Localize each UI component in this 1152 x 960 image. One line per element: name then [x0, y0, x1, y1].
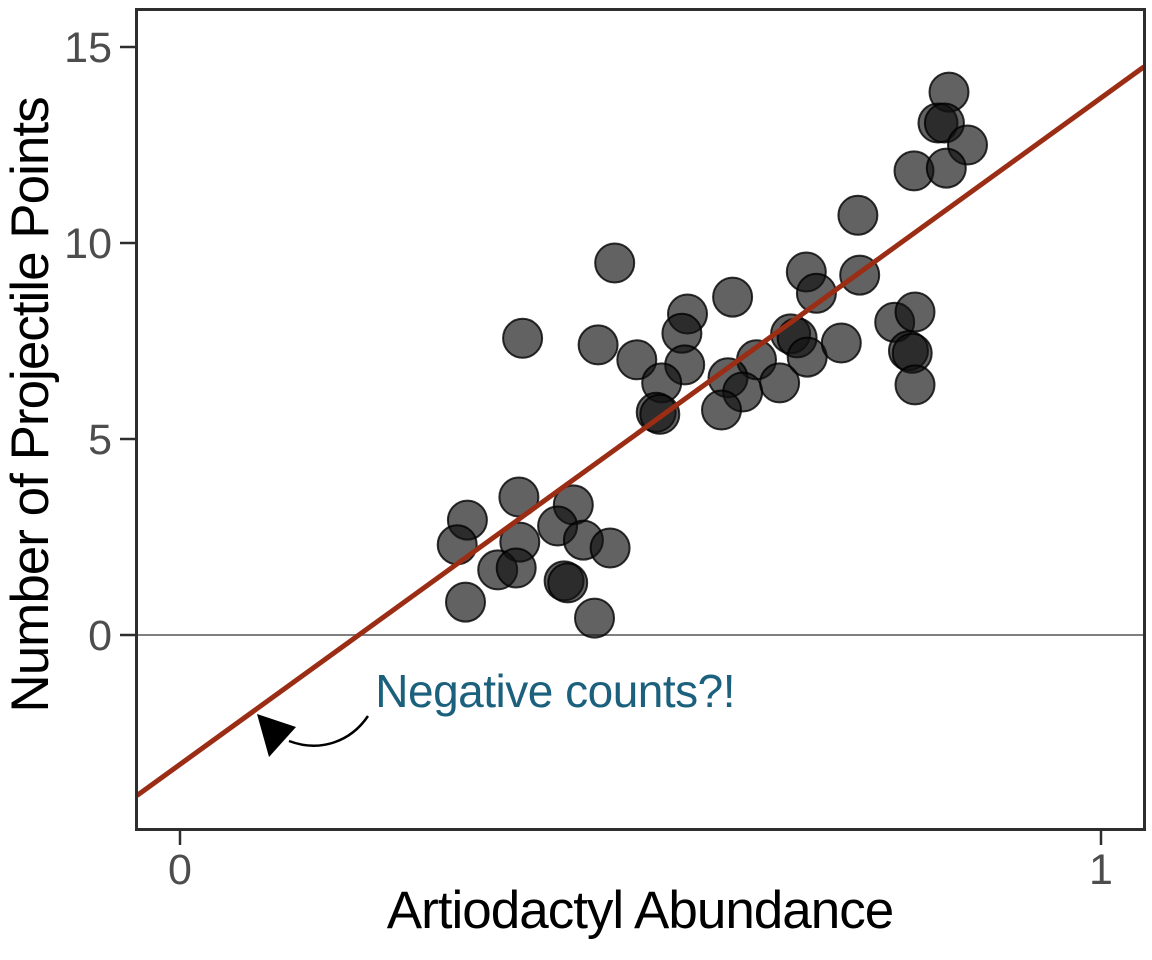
data-point — [436, 524, 478, 566]
data-point — [701, 389, 742, 431]
y-axis-tick-label: 10 — [64, 220, 112, 268]
y-axis-title: Number of Projectile Points — [1, 97, 60, 712]
data-point — [445, 581, 486, 623]
data-point — [577, 324, 619, 366]
data-point — [894, 291, 936, 333]
data-point — [495, 547, 537, 589]
data-point — [589, 527, 631, 569]
panel-border — [135, 8, 1146, 831]
data-point — [594, 242, 636, 284]
annotation-arrowhead-icon — [257, 714, 296, 757]
y-axis-tick-label: 5 — [88, 416, 112, 464]
regression-line — [135, 64, 1146, 798]
x-axis-title: Artiodactyl Abundance — [387, 881, 893, 940]
annotation-text: Negative counts?! — [375, 665, 735, 717]
data-point — [894, 364, 936, 406]
data-point — [795, 272, 837, 314]
data-point — [574, 597, 615, 639]
annotation-arrow-curve — [288, 715, 370, 747]
data-point — [837, 194, 879, 236]
x-axis-tick-label: 1 — [1089, 846, 1113, 894]
data-point — [712, 276, 754, 318]
data-point — [547, 562, 589, 604]
x-axis-tick-label: 0 — [168, 846, 192, 894]
y-axis-tick-label: 15 — [64, 24, 112, 72]
data-point — [820, 322, 862, 364]
data-point — [502, 317, 544, 359]
data-point — [759, 362, 801, 404]
axis-ticks-layer: 0 5 10 15 0 1 — [64, 24, 1113, 894]
y-axis-tick-label: 0 — [88, 612, 112, 660]
data-point — [925, 147, 967, 189]
